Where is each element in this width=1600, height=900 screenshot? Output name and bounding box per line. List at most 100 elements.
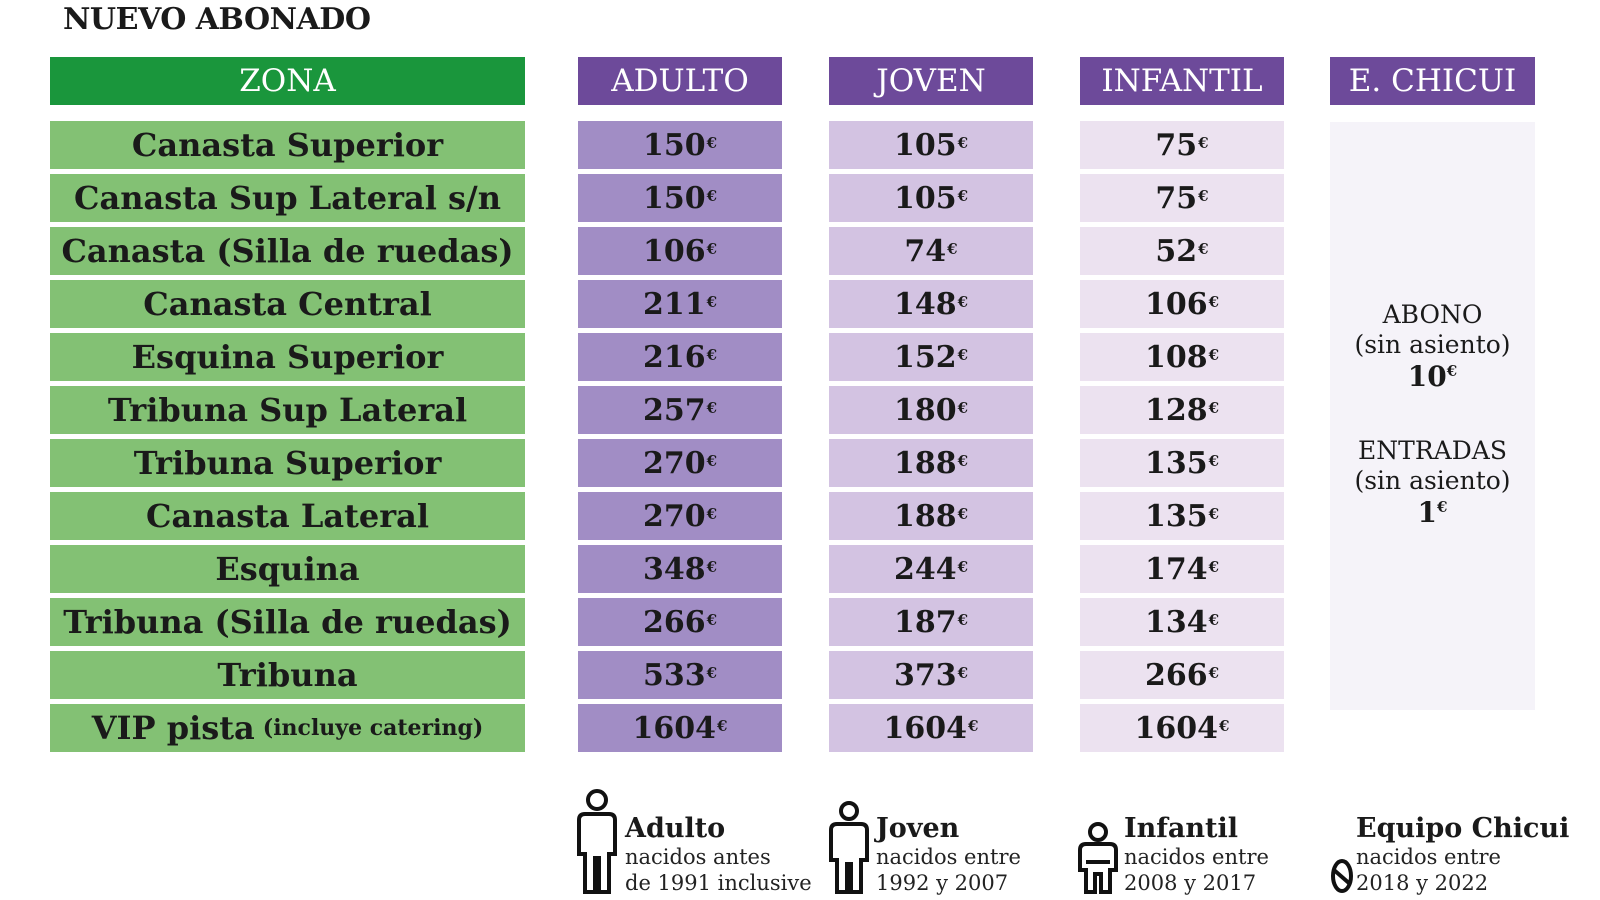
infantil-header: INFANTIL <box>1080 57 1284 105</box>
euro-symbol: € <box>1198 240 1209 258</box>
adulto-price: 211 <box>642 286 706 322</box>
zona-name: Esquina Superior <box>131 338 444 376</box>
infantil-price: 75 <box>1155 127 1198 163</box>
infantil-price-cell: 75 € <box>1080 121 1284 169</box>
euro-symbol: € <box>706 134 718 152</box>
joven-price-cell: 373 € <box>829 651 1033 699</box>
infantil-price: 106 <box>1144 286 1208 322</box>
joven-price-cell: 180 € <box>829 386 1033 434</box>
euro-symbol: € <box>957 452 969 470</box>
youth-person-icon <box>829 801 869 894</box>
zona-name: Esquina <box>215 550 360 588</box>
zona-cell: Tribuna Sup Lateral <box>50 386 525 434</box>
joven-price: 74 <box>904 233 947 269</box>
infantil-price-cell: 135 € <box>1080 439 1284 487</box>
euro-symbol: € <box>706 452 718 470</box>
joven-price-cell: 1604 € <box>829 704 1033 752</box>
joven-price: 188 <box>893 498 957 534</box>
adult-person-icon <box>577 789 617 894</box>
zona-name: VIP pista <box>91 709 255 747</box>
euro-symbol: € <box>1198 187 1209 205</box>
infantil-price-cell: 266 € <box>1080 651 1284 699</box>
adulto-price: 1604 <box>632 710 717 746</box>
zona-cells: Canasta Superior Canasta Sup Lateral s/n C… <box>50 121 525 752</box>
infantil-price: 174 <box>1144 551 1208 587</box>
adulto-price: 257 <box>642 392 706 428</box>
infantil-price: 134 <box>1144 604 1208 640</box>
joven-price: 105 <box>893 180 957 216</box>
chicui-entradas-label: ENTRADAS <box>1358 436 1507 465</box>
infantil-price-cell: 1604 € <box>1080 704 1284 752</box>
euro-symbol: € <box>1208 399 1220 417</box>
joven-price-cell: 148 € <box>829 280 1033 328</box>
zona-cell: Canasta Superior <box>50 121 525 169</box>
adulto-header: ADULTO <box>578 57 782 105</box>
adulto-price: 270 <box>642 498 706 534</box>
infantil-cells: 75 €75 €52 €106 €108 €128 €135 €135 €174 €134 €266… <box>1080 121 1284 752</box>
zona-note: (incluye catering) <box>262 715 484 741</box>
euro-symbol: € <box>706 558 718 576</box>
zona-cell: Canasta (Silla de ruedas) <box>50 227 525 275</box>
adulto-price-cell: 211 € <box>578 280 782 328</box>
euro-symbol: € <box>706 505 718 523</box>
infantil-price: 1604 <box>1134 710 1219 746</box>
adulto-price: 533 <box>642 657 706 693</box>
euro-symbol: € <box>706 293 718 311</box>
adulto-price-cell: 150 € <box>578 174 782 222</box>
euro-symbol: € <box>1208 664 1220 682</box>
adulto-price: 266 <box>642 604 706 640</box>
joven-price-cell: 187 € <box>829 598 1033 646</box>
euro-symbol: € <box>957 664 969 682</box>
adulto-price-cell: 266 € <box>578 598 782 646</box>
zona-name: Canasta Lateral <box>146 497 429 535</box>
adulto-price-cell: 270 € <box>578 492 782 540</box>
zona-name: Canasta Sup Lateral s/n <box>74 179 501 217</box>
chicui-header: E. CHICUI <box>1330 57 1535 105</box>
chicui-abono-price: 10€ <box>1407 360 1458 393</box>
chicui-entradas-sub: (sin asiento) <box>1354 466 1511 495</box>
baby-icon <box>1331 859 1353 893</box>
page-title: NUEVO ABONADO <box>63 2 371 37</box>
euro-symbol: € <box>706 664 718 682</box>
adulto-price: 270 <box>642 445 706 481</box>
infantil-price: 135 <box>1144 445 1208 481</box>
infantil-price-cell: 75 € <box>1080 174 1284 222</box>
adulto-price: 216 <box>642 339 706 375</box>
infantil-price-cell: 52 € <box>1080 227 1284 275</box>
zona-name: Tribuna Superior <box>133 444 442 482</box>
euro-symbol: € <box>1208 346 1220 364</box>
joven-cells: 105 €105 €74 €148 €152 €180 €188 €188 €244 €187 €3… <box>829 121 1033 752</box>
infantil-price-cell: 135 € <box>1080 492 1284 540</box>
euro-symbol: € <box>706 187 718 205</box>
zona-name: Canasta Superior <box>131 126 444 164</box>
euro-symbol: € <box>957 611 969 629</box>
adulto-price-cell: 348 € <box>578 545 782 593</box>
zona-cell: Tribuna (Silla de ruedas) <box>50 598 525 646</box>
zona-cell: Tribuna Superior <box>50 439 525 487</box>
legend-joven: Joven nacidos entre 1992 y 2007 <box>828 788 1021 896</box>
adulto-price: 150 <box>642 180 706 216</box>
adulto-price-cell: 257 € <box>578 386 782 434</box>
zona-name: Tribuna <box>217 656 358 694</box>
legend-infantil: Infantil nacidos entre 2008 y 2017 <box>1078 788 1269 896</box>
infantil-price-cell: 108 € <box>1080 333 1284 381</box>
euro-symbol: € <box>957 187 969 205</box>
zona-cell: Canasta Lateral <box>50 492 525 540</box>
zona-cell: Canasta Central <box>50 280 525 328</box>
infantil-price: 108 <box>1144 339 1208 375</box>
zona-cell: VIP pista (incluye catering) <box>50 704 525 752</box>
legend-adulto: Adulto nacidos antes de 1991 inclusive <box>575 788 812 896</box>
euro-symbol: € <box>1208 558 1220 576</box>
joven-price: 148 <box>893 286 957 322</box>
chicui-prices-box: ABONO (sin asiento) 10€ ENTRADAS (sin as… <box>1330 122 1535 710</box>
euro-symbol: € <box>706 399 718 417</box>
euro-symbol: € <box>957 505 969 523</box>
adulto-price: 106 <box>642 233 706 269</box>
joven-price: 244 <box>893 551 957 587</box>
adulto-price: 348 <box>642 551 706 587</box>
adulto-price-cell: 150 € <box>578 121 782 169</box>
adulto-price-cell: 216 € <box>578 333 782 381</box>
euro-symbol: € <box>968 717 979 735</box>
euro-symbol: € <box>1208 611 1220 629</box>
chicui-abono-label: ABONO <box>1382 300 1483 329</box>
